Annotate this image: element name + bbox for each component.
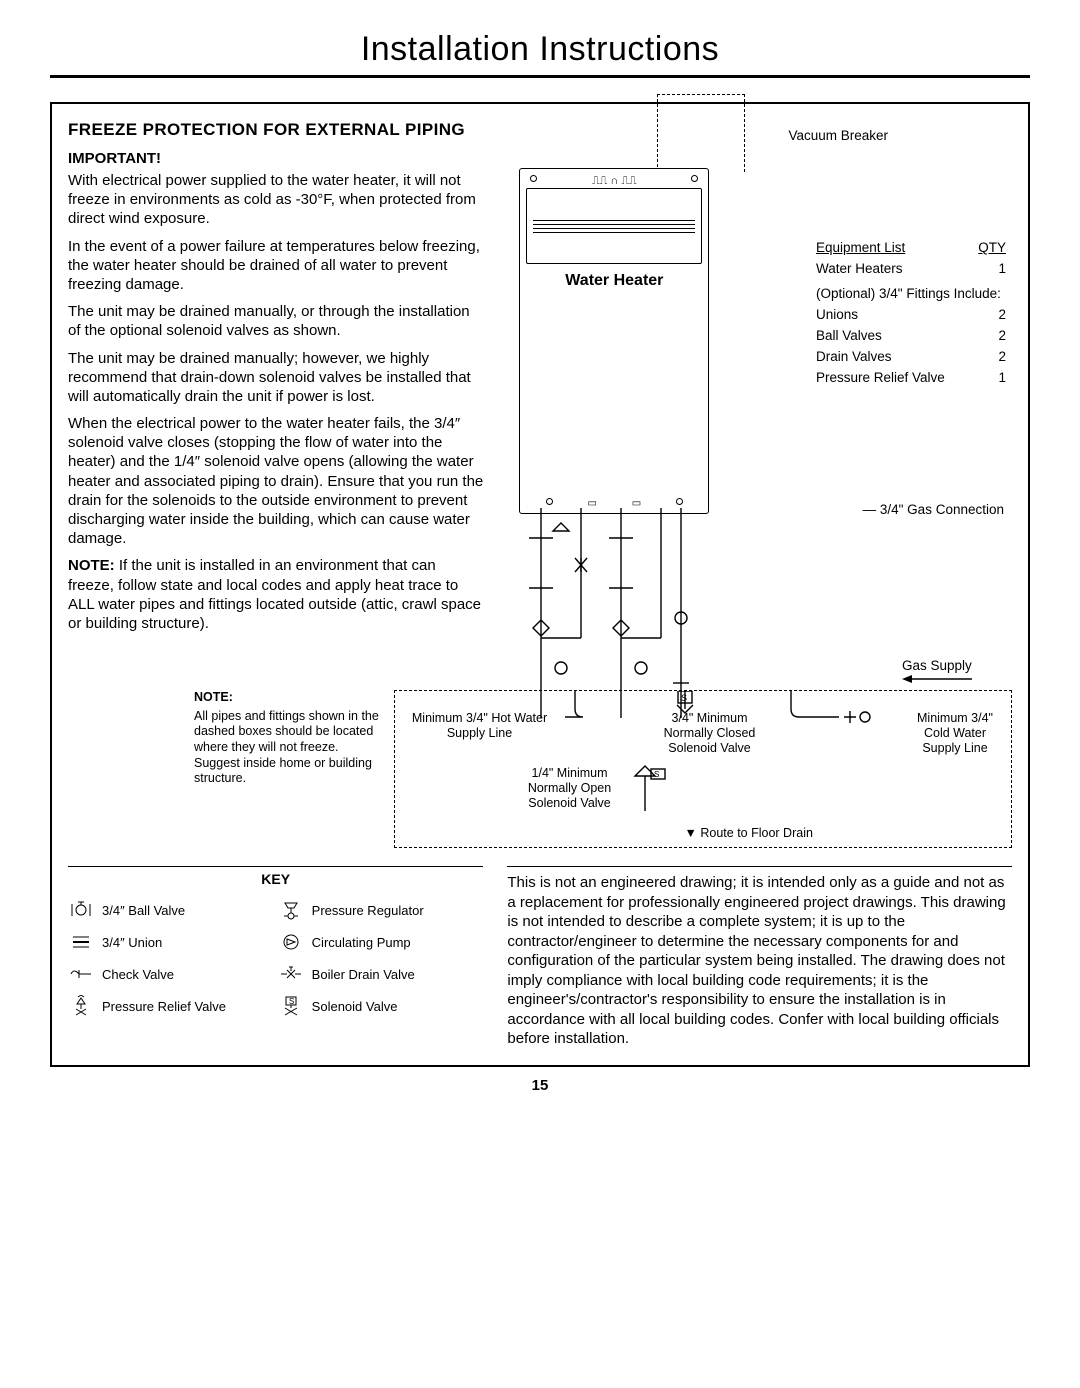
diagram-area: Vacuum Breaker ⎍⎍ ∩ ⎍⎍ Water Heater ▭ <box>497 120 1012 680</box>
eq-item: Drain Valves <box>816 349 892 364</box>
eq-qty: 1 <box>998 261 1006 276</box>
note-prefix: NOTE: <box>68 557 115 574</box>
boiler-drain-valve-icon <box>278 963 304 985</box>
check-valve-icon <box>68 963 94 985</box>
port-icon <box>546 498 553 505</box>
pressure-regulator-icon <box>278 899 304 921</box>
arrow-icon <box>902 673 972 685</box>
eq-optional: (Optional) 3/4" Fittings Include: <box>816 286 1006 301</box>
para-6-body: If the unit is installed in an environme… <box>68 557 481 632</box>
port-icon <box>691 175 698 182</box>
eq-item: Water Heaters <box>816 261 903 276</box>
eq-item: Pressure Relief Valve <box>816 370 945 385</box>
gas-connection-label: — 3/4" Gas Connection <box>863 502 1004 517</box>
solenoid-valve-icon: S <box>278 995 304 1017</box>
key-label: Solenoid Valve <box>312 999 398 1014</box>
key-label: Pressure Relief Valve <box>102 999 226 1014</box>
eq-qty: 2 <box>998 307 1006 322</box>
disclaimer-text: This is not an engineered drawing; it is… <box>507 866 1012 1049</box>
key-legend: KEY 3/4″ Ball Valve Pressure Regulator 3… <box>68 866 483 1049</box>
eq-qty: 1 <box>998 370 1006 385</box>
page-title: Installation Instructions <box>50 30 1030 69</box>
port-icon <box>676 498 683 505</box>
gas-supply-label: Gas Supply <box>902 658 972 685</box>
heater-top-panel <box>526 188 702 264</box>
eq-item: Ball Valves <box>816 328 882 343</box>
eq-qty: 2 <box>998 349 1006 364</box>
para-2: In the event of a power failure at tempe… <box>68 237 483 295</box>
title-rule <box>50 75 1030 78</box>
important-heading: IMPORTANT! <box>68 150 483 167</box>
eq-head-label: Equipment List <box>816 240 905 255</box>
para-5: When the electrical power to the water h… <box>68 414 483 548</box>
para-1: With electrical power supplied to the wa… <box>68 171 483 229</box>
key-label: Boiler Drain Valve <box>312 967 415 982</box>
note-block: NOTE: All pipes and fittings shown in th… <box>68 690 380 848</box>
page-number: 15 <box>50 1077 1030 1094</box>
key-label: Circulating Pump <box>312 935 411 950</box>
note-body: All pipes and fittings shown in the dash… <box>194 709 379 786</box>
eq-qty: 2 <box>998 328 1006 343</box>
para-4: The unit may be drained manually; howeve… <box>68 349 483 407</box>
key-title: KEY <box>68 871 483 887</box>
ball-valve-icon <box>68 899 94 921</box>
note-heading: NOTE: <box>194 690 380 706</box>
union-icon <box>68 931 94 953</box>
dashed-protected-zone: Minimum 3/4" Hot Water Supply Line 3/4" … <box>394 690 1012 848</box>
svg-text:S: S <box>654 770 659 779</box>
para-6: NOTE: If the unit is installed in an env… <box>68 556 483 633</box>
section-title: FREEZE PROTECTION FOR EXTERNAL PIPING <box>68 120 483 140</box>
key-label: 3/4″ Union <box>102 935 162 950</box>
floor-drain-label: ▼ Route to Floor Drain <box>685 826 813 841</box>
port-icon: ⎍⎍ ∩ ⎍⎍ <box>592 175 637 188</box>
eq-item: Unions <box>816 307 858 322</box>
vacuum-breaker-label: Vacuum Breaker <box>788 128 888 144</box>
key-label: Check Valve <box>102 967 174 982</box>
port-icon <box>530 175 537 182</box>
pressure-relief-valve-icon <box>68 995 94 1017</box>
dashed-top-box <box>657 94 745 172</box>
key-label: Pressure Regulator <box>312 903 424 918</box>
water-heater-label: Water Heater <box>526 272 702 290</box>
svg-text:S: S <box>681 693 687 703</box>
content-frame: FREEZE PROTECTION FOR EXTERNAL PIPING IM… <box>50 102 1030 1067</box>
key-label: 3/4″ Ball Valve <box>102 903 185 918</box>
equipment-list: Equipment List QTY Water Heaters 1 (Option… <box>816 240 1006 391</box>
dashed-piping: S S <box>395 691 1011 811</box>
eq-qty-label: QTY <box>978 240 1006 255</box>
circulating-pump-icon <box>278 931 304 953</box>
para-3: The unit may be drained manually, or thr… <box>68 302 483 340</box>
svg-text:S: S <box>289 997 294 1006</box>
water-heater-box: ⎍⎍ ∩ ⎍⎍ Water Heater ▭ ▭ <box>519 168 709 514</box>
